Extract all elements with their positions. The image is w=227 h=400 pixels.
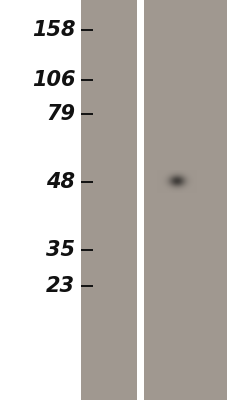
Bar (136, 0, 143, 400)
Text: 48: 48 (46, 172, 75, 192)
Text: 106: 106 (32, 70, 75, 90)
Text: 79: 79 (46, 104, 75, 124)
Text: 23: 23 (46, 276, 75, 296)
Text: 35: 35 (46, 240, 75, 260)
Bar (81, 0, 136, 400)
Text: 158: 158 (32, 20, 75, 40)
Bar (143, 0, 227, 400)
